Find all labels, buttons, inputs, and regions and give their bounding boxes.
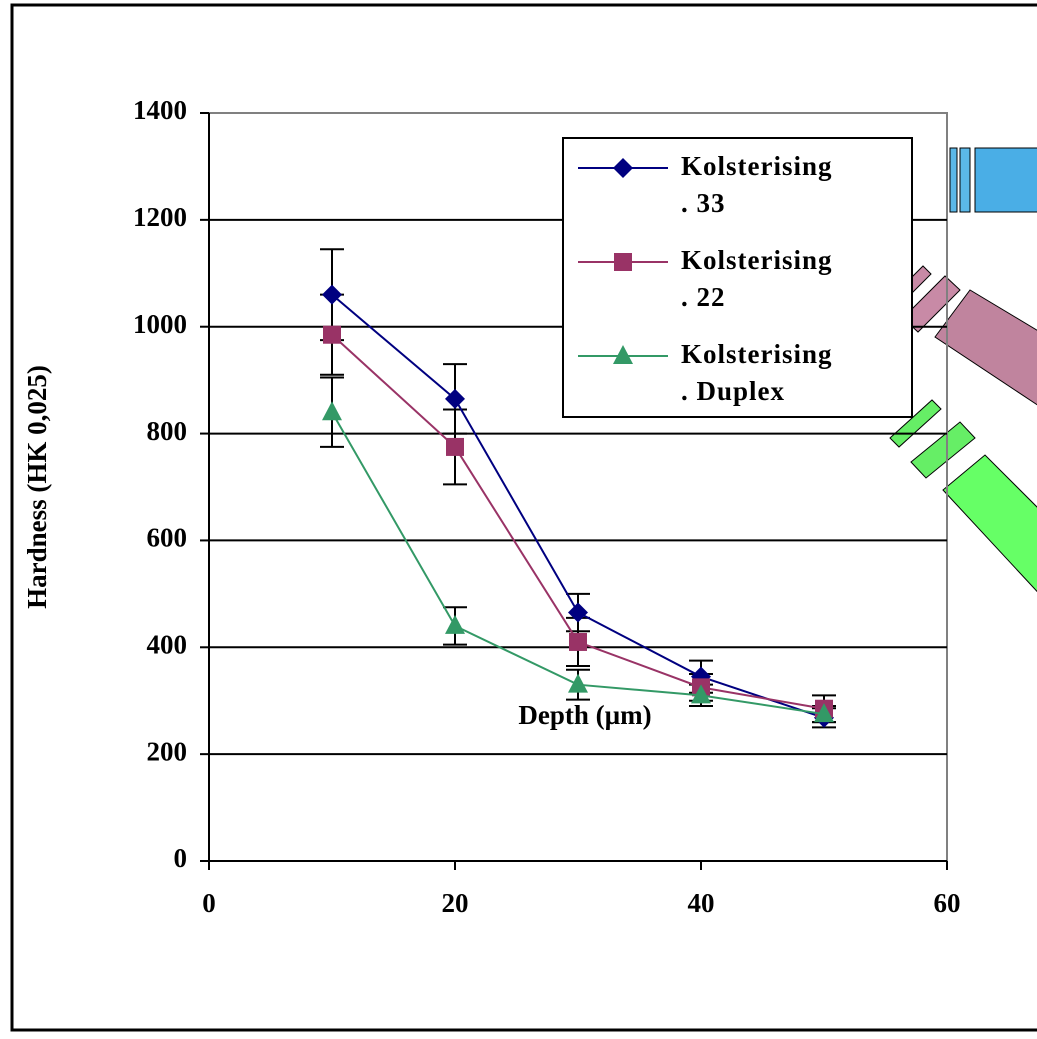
y-tick-label: 1000 <box>133 309 187 339</box>
marker <box>614 253 632 271</box>
legend-entry: Kolsterising . 33 <box>681 151 833 218</box>
marker <box>445 388 465 409</box>
y-axis-title: Hardness (HK 0,025) <box>22 365 52 609</box>
legend-box <box>562 137 913 418</box>
legend-entry: Kolsterising . 22 <box>681 245 833 312</box>
marker <box>322 284 342 305</box>
y-tick-label: 600 <box>147 523 188 553</box>
legend-label: Kolsterising . 22 <box>681 245 833 312</box>
y-tick-label: 0 <box>174 843 188 873</box>
marker <box>814 703 834 723</box>
legend-entry: Kolsterising . Duplex <box>681 339 833 406</box>
y-tick-label: 800 <box>147 416 188 446</box>
legend-label: Kolsterising . Duplex <box>681 339 833 406</box>
marker <box>446 437 464 456</box>
x-tick-label: 60 <box>934 888 961 918</box>
marker <box>445 614 465 634</box>
y-tick-label: 200 <box>147 736 188 766</box>
marker <box>322 401 342 421</box>
marker <box>568 602 588 623</box>
y-tick-label: 1400 <box>133 95 187 125</box>
marker <box>613 345 633 364</box>
x-tick-label: 0 <box>202 888 216 918</box>
marker <box>568 673 588 693</box>
x-tick-label: 20 <box>442 888 469 918</box>
x-axis-title: Depth (µm) <box>518 700 651 730</box>
x-tick-label: 40 <box>688 888 715 918</box>
marker <box>613 158 633 178</box>
legend-label: Kolsterising . 33 <box>681 151 833 218</box>
y-tick-label: 400 <box>147 629 188 659</box>
marker <box>323 325 341 344</box>
y-tick-label: 1200 <box>133 202 187 232</box>
marker <box>691 684 711 704</box>
marker <box>569 632 587 651</box>
